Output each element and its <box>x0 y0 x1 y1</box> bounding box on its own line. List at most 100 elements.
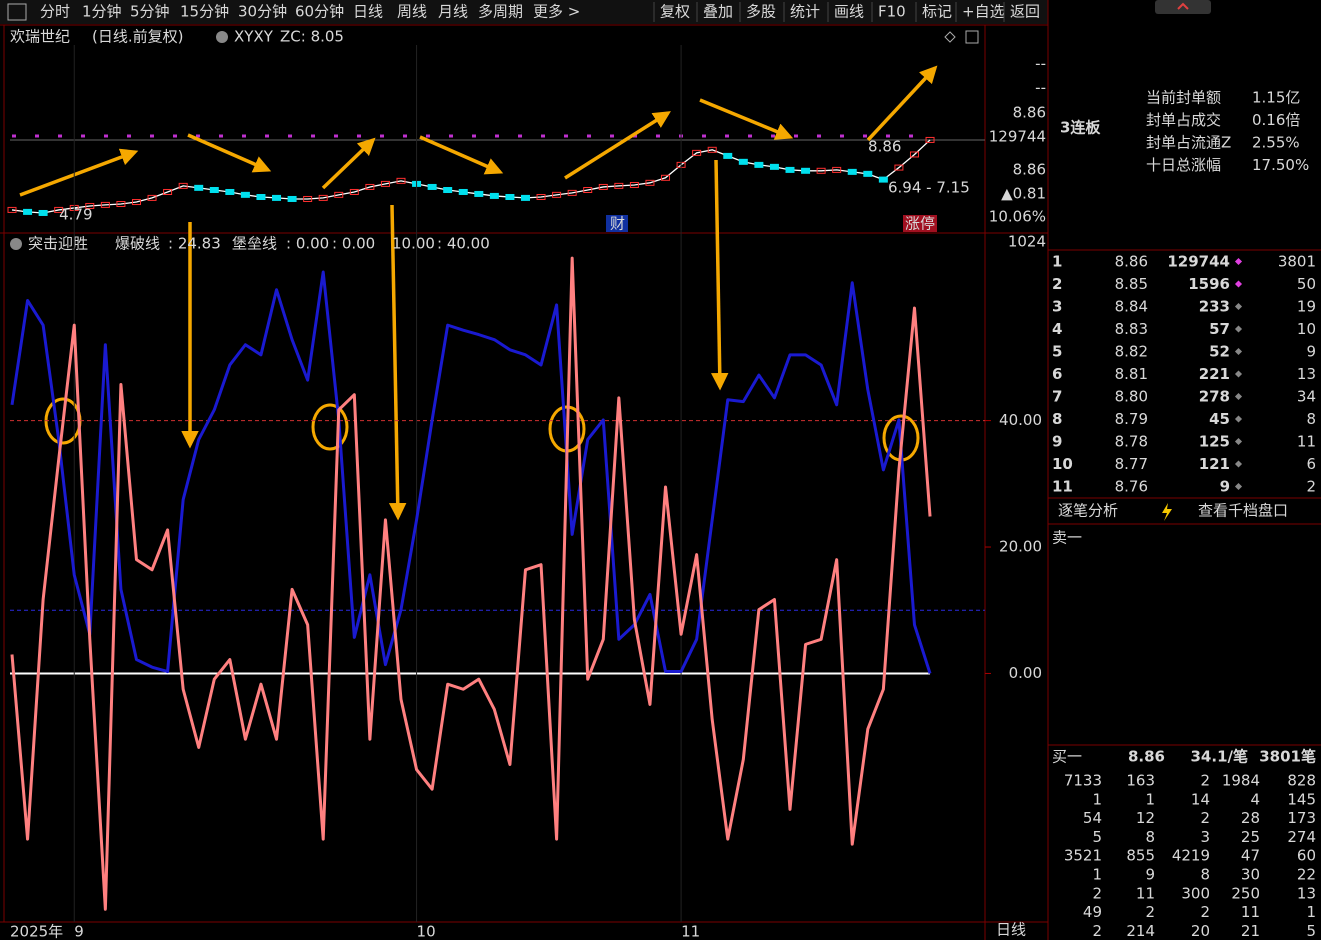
period-tab[interactable]: 5分钟 <box>130 3 170 21</box>
toolbar-bg <box>0 0 1048 24</box>
period-tab[interactable]: 1分钟 <box>82 3 122 21</box>
candle <box>801 167 811 174</box>
period-tab[interactable]: 30分钟 <box>238 3 287 21</box>
candle <box>863 170 873 177</box>
book-count: 8 <box>1306 410 1316 428</box>
trend-arrow <box>419 135 504 175</box>
legend-value: : 24.83 <box>168 235 221 253</box>
book-price: 8.79 <box>1115 410 1148 428</box>
legend-value: : 0.00 <box>286 235 329 253</box>
stat-label: 十日总涨幅 <box>1146 156 1221 174</box>
candle <box>194 184 204 191</box>
candle <box>334 191 344 198</box>
queue-cell: 163 <box>1126 772 1155 790</box>
candle <box>178 182 188 189</box>
candle <box>474 190 484 197</box>
book-level: 9 <box>1052 433 1062 451</box>
candle <box>85 202 95 209</box>
highlight-circle <box>311 403 349 451</box>
link-depth[interactable]: 查看千档盘口 <box>1198 502 1288 520</box>
trend-arrow <box>866 65 938 142</box>
low-price-label: 4.79 <box>59 205 92 223</box>
code-menu-icon[interactable] <box>216 31 228 43</box>
candle <box>552 191 562 198</box>
maximize-icon[interactable] <box>965 30 979 44</box>
queue-cell: 22 <box>1297 866 1316 884</box>
queue-cell: 173 <box>1287 809 1316 827</box>
candle <box>629 181 639 188</box>
indicator-menu-icon[interactable] <box>10 238 22 250</box>
period-tab[interactable]: 多周期 <box>478 3 523 21</box>
candle <box>131 199 141 206</box>
queue-cell: 2 <box>1092 922 1102 940</box>
queue-cell: 2 <box>1200 903 1210 921</box>
queue-cell: 855 <box>1126 847 1155 865</box>
tool-button[interactable]: 叠加 <box>703 3 733 21</box>
period-tab[interactable]: 15分钟 <box>180 3 229 21</box>
period-tab[interactable]: 更多 > <box>533 3 580 21</box>
sell1-label: 卖一 <box>1052 529 1082 547</box>
book-count: 19 <box>1297 298 1316 316</box>
tool-button[interactable]: 画线 <box>834 3 864 21</box>
book-volume: 233 <box>1199 298 1230 316</box>
book-count: 9 <box>1306 343 1316 361</box>
price-axis-label: 8.86 <box>1013 161 1046 179</box>
finance-marker-bg <box>606 215 628 232</box>
candle <box>909 151 919 158</box>
book-price: 8.85 <box>1115 275 1148 293</box>
period-tab[interactable]: 分时 <box>40 3 70 21</box>
book-volume: 9 <box>1220 478 1230 496</box>
candle <box>100 201 110 208</box>
candle <box>54 206 64 213</box>
trend-arrow <box>711 159 729 391</box>
candle <box>925 136 935 143</box>
period-tab[interactable]: 周线 <box>397 3 427 21</box>
tool-button[interactable]: +自选 <box>962 3 1005 21</box>
legend-value: : 40.00 <box>437 235 490 253</box>
trend-arrow <box>388 204 407 521</box>
book-level: 11 <box>1052 478 1073 496</box>
candle <box>318 194 328 201</box>
queue-cell: 20 <box>1191 922 1210 940</box>
trend-arrow <box>19 148 139 197</box>
book-volume: 52 <box>1209 343 1230 361</box>
tool-button[interactable]: F10 <box>878 3 906 21</box>
candle <box>380 180 390 187</box>
tool-button[interactable]: 返回 <box>1010 3 1040 21</box>
book-price: 8.80 <box>1115 388 1148 406</box>
pin-icon[interactable] <box>944 31 956 43</box>
toolbar-icon[interactable] <box>7 3 27 21</box>
candle <box>23 208 33 215</box>
trend-arrow <box>187 133 272 173</box>
period-tab[interactable]: 60分钟 <box>295 3 344 21</box>
price-axis-label: ▲0.81 <box>1001 185 1046 203</box>
book-count: 11 <box>1297 433 1316 451</box>
candle <box>754 161 764 168</box>
tool-button[interactable]: 统计 <box>790 3 820 21</box>
queue-cell: 274 <box>1287 828 1316 846</box>
tool-button[interactable]: 复权 <box>660 3 690 21</box>
prev-close: ZC: 8.05 <box>280 28 344 46</box>
link-analysis[interactable]: 逐笔分析 <box>1058 502 1118 520</box>
collapse-tab[interactable] <box>1155 0 1211 14</box>
candle <box>894 164 904 171</box>
book-level: 4 <box>1052 320 1062 338</box>
period-tab[interactable]: 月线 <box>438 3 468 21</box>
x-tick-label: 9 <box>74 923 84 940</box>
queue-cell: 25 <box>1241 828 1260 846</box>
candle <box>832 166 842 173</box>
queue-cell: 145 <box>1287 790 1316 808</box>
y-tick-label: 0.00 <box>1009 664 1042 682</box>
legend-value: 10.00 <box>392 235 435 253</box>
period-label: 日线 <box>996 921 1026 939</box>
book-volume: 1596 <box>1188 275 1230 293</box>
candle <box>7 206 17 213</box>
chart-mode: (日线.前复权) <box>92 28 183 46</box>
book-count: 2 <box>1306 478 1316 496</box>
period-tab[interactable]: 日线 <box>353 3 383 21</box>
tool-button[interactable]: 标记 <box>922 3 952 21</box>
tool-button[interactable]: 多股 <box>746 3 776 21</box>
book-count: 6 <box>1306 455 1316 473</box>
book-price: 8.84 <box>1115 298 1148 316</box>
